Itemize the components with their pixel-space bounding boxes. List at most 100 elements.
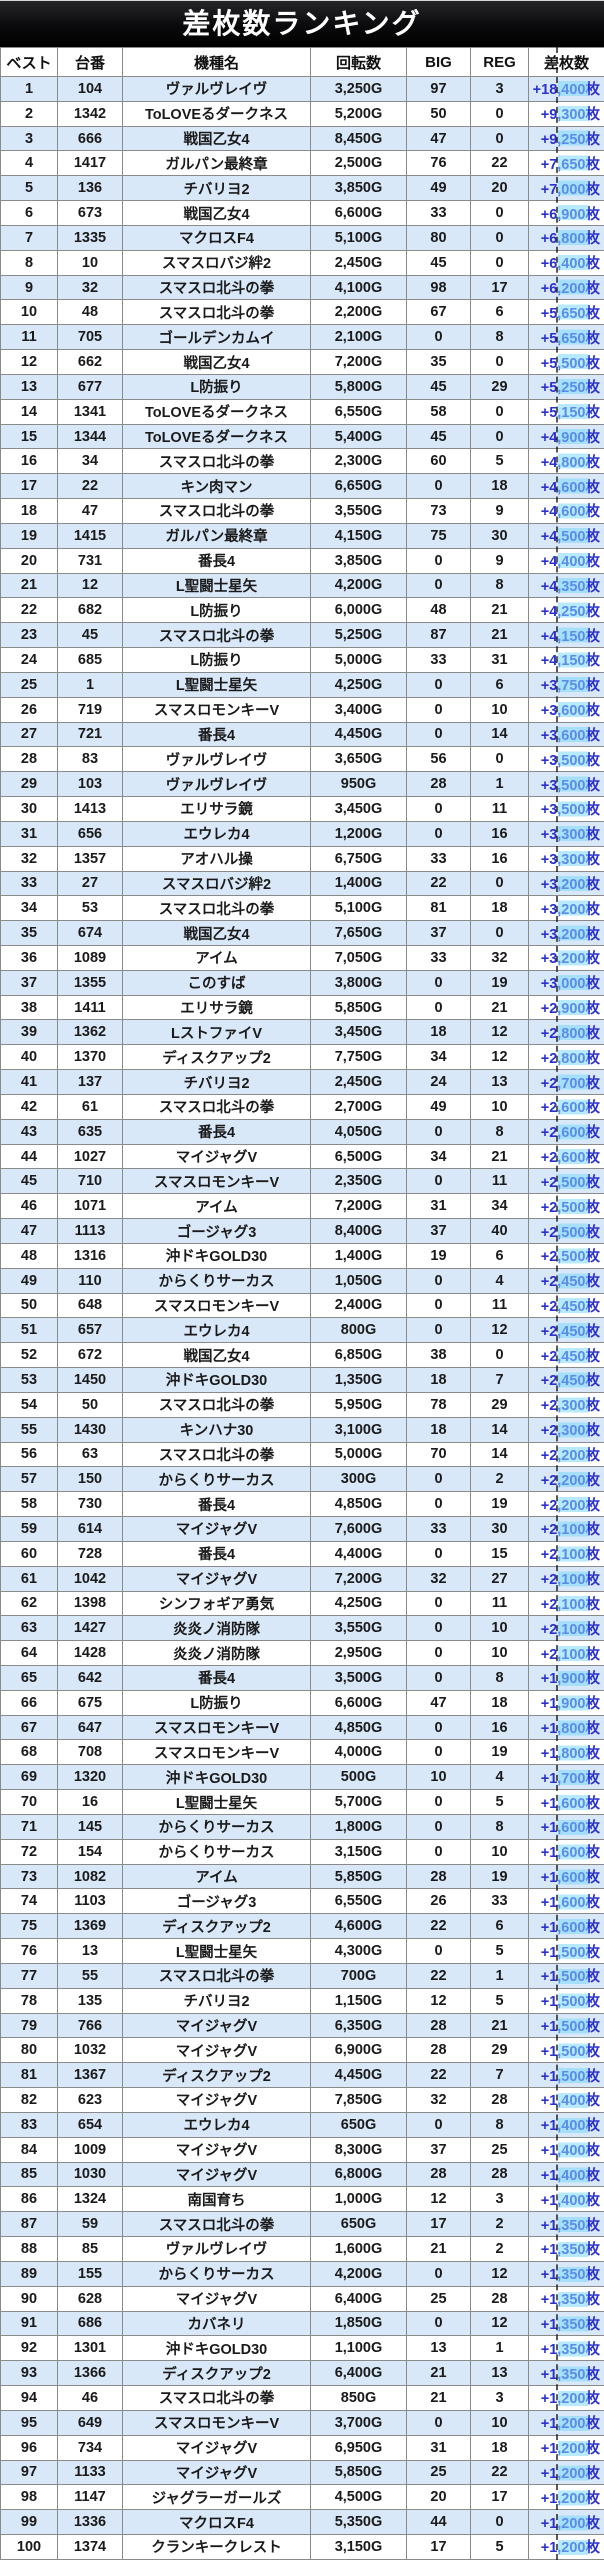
rank-cell: 92 — [0, 2335, 58, 2362]
rank-cell: 99 — [0, 2509, 58, 2535]
diff-cell: +2,300枚 — [528, 1416, 604, 1443]
model-name-cell: マイジャグV — [122, 2037, 311, 2064]
rank-cell: 66 — [0, 1689, 58, 1716]
spins-cell: 5,700G — [310, 1789, 407, 1815]
model-name-cell: シンフォギア勇気 — [122, 1590, 311, 1617]
model-name-cell: スマスロモンキーV — [122, 1714, 311, 1741]
model-name-cell: ToLOVEるダークネス — [122, 423, 311, 450]
model-name-cell: 番長4 — [122, 547, 311, 574]
model-name-cell: マイジャグV — [122, 1143, 311, 1170]
diff-cell: +2,600枚 — [528, 1093, 604, 1120]
machine-number-cell: 150 — [57, 1466, 123, 1493]
model-name-cell: ジャグラーガールズ — [122, 2484, 311, 2511]
model-name-cell: LストファイV — [122, 1019, 311, 1046]
diff-cell: +4,900枚 — [528, 423, 604, 450]
machine-number-cell: 63 — [57, 1441, 123, 1468]
machine-number-cell: 648 — [57, 1292, 123, 1319]
model-name-cell: エウレカ4 — [122, 1317, 311, 1344]
reg-cell: 6 — [470, 1913, 529, 1940]
diff-cell: +2,200枚 — [528, 1466, 604, 1493]
big-cell: 75 — [406, 522, 471, 549]
big-cell: 0 — [406, 2260, 471, 2287]
model-name-cell: 戦国乙女4 — [122, 920, 311, 946]
spins-cell: 7,600G — [310, 1516, 407, 1542]
big-cell: 13 — [406, 2335, 471, 2362]
model-name-cell: スマスロ北斗の拳 — [122, 1093, 311, 1120]
spins-cell: 1,150G — [310, 1987, 407, 2014]
diff-cell: +3,200枚 — [528, 920, 604, 946]
diff-cell: +2,450枚 — [528, 1367, 604, 1393]
spins-cell: 6,750G — [310, 845, 407, 872]
table-row: 65 642 番長4 3,500G 0 8 +1,900枚 — [0, 1665, 604, 1691]
machine-number-cell: 1369 — [57, 1913, 123, 1940]
diff-cell: +1,500枚 — [528, 1987, 604, 2014]
rank-cell: 97 — [0, 2459, 58, 2486]
rank-cell: 47 — [0, 1218, 58, 1244]
table-row: 98 1147 ジャグラーガールズ 4,500G 20 17 +1,200枚 — [0, 2484, 604, 2511]
diff-cell: +1,350枚 — [528, 2260, 604, 2287]
machine-number-cell: 1147 — [57, 2484, 123, 2511]
spins-cell: 5,850G — [310, 1863, 407, 1890]
spins-cell: 5,850G — [310, 2459, 407, 2486]
table-row: 39 1362 LストファイV 3,450G 18 12 +2,800枚 — [0, 1019, 604, 1046]
reg-cell: 11 — [470, 1168, 529, 1195]
rank-cell: 56 — [0, 1441, 58, 1468]
big-cell: 45 — [406, 249, 471, 276]
spins-cell: 3,450G — [310, 796, 407, 822]
diff-cell: +4,800枚 — [528, 448, 604, 475]
big-cell: 0 — [406, 1118, 471, 1145]
reg-cell: 11 — [470, 796, 529, 822]
rank-cell: 63 — [0, 1615, 58, 1642]
rank-cell: 32 — [0, 845, 58, 872]
rank-cell: 78 — [0, 1987, 58, 2014]
table-row: 11 705 ゴールデンカムイ 2,100G 0 8 +5,650枚 — [0, 324, 604, 351]
model-name-cell: アオハル操 — [122, 845, 311, 872]
reg-cell: 0 — [470, 920, 529, 946]
spins-cell: 2,300G — [310, 448, 407, 475]
rank-cell: 98 — [0, 2484, 58, 2511]
table-row: 94 46 スマスロ北斗の拳 850G 21 3 +1,200枚 — [0, 2385, 604, 2411]
spins-cell: 4,250G — [310, 1590, 407, 1617]
machine-number-cell: 32 — [57, 274, 123, 301]
table-row: 34 53 スマスロ北斗の拳 5,100G 81 18 +3,200枚 — [0, 895, 604, 922]
diff-cell: +2,700枚 — [528, 1069, 604, 1095]
model-name-cell: スマスロ北斗の拳 — [122, 498, 311, 524]
model-name-cell: スマスロ北斗の拳 — [122, 274, 311, 301]
model-name-cell: 番長4 — [122, 1540, 311, 1567]
spins-cell: 7,200G — [310, 1565, 407, 1592]
table-row: 100 1374 クランキークレスト 3,150G 17 5 +1,200枚 — [0, 2533, 604, 2560]
spins-cell: 4,850G — [310, 1491, 407, 1518]
machine-number-cell: 55 — [57, 1962, 123, 1989]
rank-cell: 1 — [0, 76, 58, 102]
model-name-cell: L防振り — [122, 373, 311, 400]
diff-cell: +5,250枚 — [528, 373, 604, 400]
reg-cell: 9 — [470, 498, 529, 524]
model-name-cell: ガルパン最終章 — [122, 150, 311, 177]
table-row: 35 674 戦国乙女4 7,650G 37 0 +3,200枚 — [0, 920, 604, 946]
model-name-cell: ToLOVEるダークネス — [122, 100, 311, 127]
table-row: 7 1335 マクロスF4 5,100G 80 0 +6,800枚 — [0, 224, 604, 251]
big-cell: 0 — [406, 1938, 471, 1964]
diff-cell: +3,750枚 — [528, 671, 604, 698]
machine-number-cell: 1032 — [57, 2037, 123, 2064]
reg-cell: 14 — [470, 721, 529, 748]
machine-number-cell: 1374 — [57, 2533, 123, 2560]
machine-number-cell: 34 — [57, 448, 123, 475]
table-row: 60 728 番長4 4,400G 0 15 +2,100枚 — [0, 1540, 604, 1567]
reg-cell: 3 — [470, 76, 529, 102]
spins-cell: 5,800G — [310, 373, 407, 400]
rank-cell: 42 — [0, 1093, 58, 1120]
machine-number-cell: 1367 — [57, 2062, 123, 2089]
rank-cell: 30 — [0, 796, 58, 822]
reg-cell: 8 — [470, 324, 529, 351]
table-row: 24 685 L防振り 5,000G 33 31 +4,150枚 — [0, 647, 604, 673]
machine-number-cell: 46 — [57, 2385, 123, 2411]
rank-cell: 11 — [0, 324, 58, 351]
reg-cell: 21 — [470, 994, 529, 1021]
diff-cell: +1,600枚 — [528, 1888, 604, 1915]
rank-cell: 39 — [0, 1019, 58, 1046]
spins-cell: 700G — [310, 1962, 407, 1989]
rank-cell: 35 — [0, 920, 58, 946]
reg-cell: 27 — [470, 1565, 529, 1592]
spins-cell: 7,750G — [310, 1044, 407, 1071]
